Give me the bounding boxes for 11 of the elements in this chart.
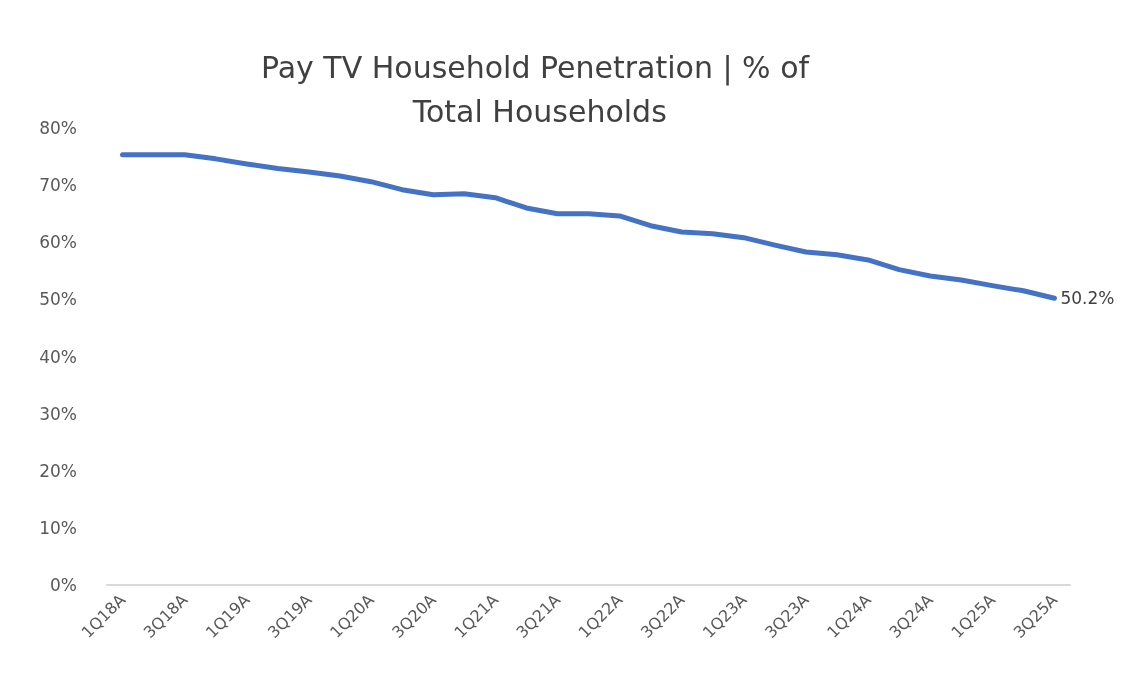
y-tick-label: 10% xyxy=(39,517,77,538)
y-tick-label: 30% xyxy=(39,403,77,424)
data-label: 50.2% xyxy=(1060,288,1115,309)
y-tick-label: 70% xyxy=(39,175,77,196)
y-tick-label: 40% xyxy=(39,346,77,367)
y-tick-label: 20% xyxy=(39,460,77,481)
y-tick-label: 80% xyxy=(39,118,77,138)
y-tick-label: 60% xyxy=(39,232,77,253)
chart-title: Pay TV Household Penetration | % of Total Households xyxy=(260,49,811,129)
y-tick-label: 50% xyxy=(39,289,77,310)
y-tick-label: 0% xyxy=(50,575,77,595)
